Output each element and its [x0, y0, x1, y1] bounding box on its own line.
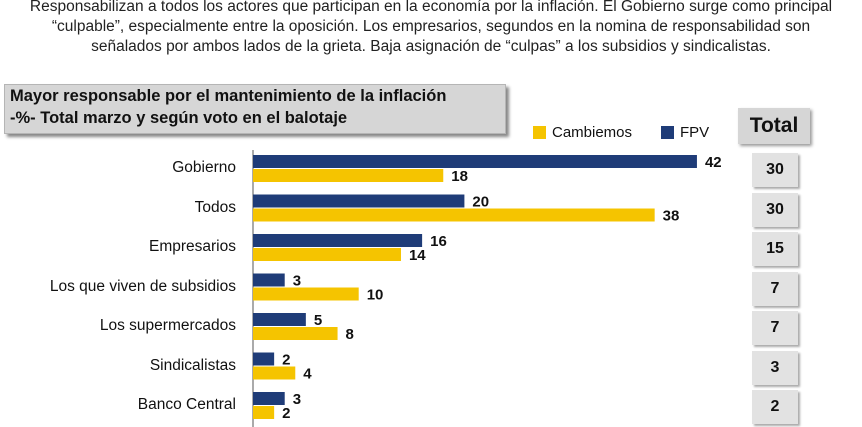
total-value: 3 — [752, 350, 798, 385]
bar-fpv — [253, 194, 465, 208]
data-label-fpv: 5 — [314, 312, 322, 329]
bar-fpv — [253, 392, 285, 405]
total-value: 7 — [752, 311, 798, 345]
total-value: 2 — [752, 390, 798, 424]
category-label: Banco Central — [137, 396, 236, 413]
bar-fpv — [253, 313, 306, 326]
data-label-cambiemos: 38 — [663, 208, 680, 225]
category-label: Los supermercados — [99, 317, 236, 334]
legend-swatch-fpv — [661, 125, 674, 139]
total-value: 7 — [752, 271, 798, 306]
category-label: Los que viven de subsidios — [49, 277, 236, 295]
data-label-cambiemos: 4 — [303, 366, 312, 383]
bar-fpv — [253, 234, 423, 247]
data-label-cambiemos: 8 — [346, 326, 354, 343]
data-label-fpv: 16 — [430, 233, 447, 250]
legend-swatch-cambiemos — [533, 125, 546, 139]
legend-label-cambiemos: Cambiemos — [552, 123, 633, 141]
legend-item-fpv: FPV — [661, 122, 709, 142]
data-label-cambiemos: 2 — [282, 405, 290, 422]
data-label-cambiemos: 18 — [451, 168, 468, 185]
chart-title-panel: Mayor responsable por el mantenimiento d… — [4, 84, 506, 134]
bar-cambiemos — [253, 208, 655, 222]
chart-subtitle: -%- Total marzo y según voto en el balot… — [10, 109, 348, 127]
total-value: 15 — [752, 232, 798, 266]
data-label-fpv: 2 — [282, 352, 290, 369]
category-label: Sindicalistas — [149, 356, 236, 374]
data-label-cambiemos: 10 — [367, 287, 384, 304]
bar-fpv — [253, 155, 697, 168]
data-label-fpv: 3 — [293, 273, 301, 290]
intro-text: Responsabilizan a todos los actores que … — [29, 0, 833, 55]
bar-cambiemos — [253, 327, 338, 340]
bar-fpv — [253, 273, 285, 287]
bar-cambiemos — [253, 366, 296, 380]
bar-fpv — [253, 352, 275, 366]
bar-cambiemos — [253, 169, 444, 182]
category-label: Todos — [194, 198, 236, 216]
data-label-fpv: 20 — [472, 194, 489, 211]
chart-title: Mayor responsable por el mantenimiento d… — [10, 87, 447, 105]
category-label: Empresarios — [149, 238, 236, 255]
bar-cambiemos — [253, 406, 275, 419]
data-label-fpv: 42 — [705, 154, 722, 171]
legend-item-cambiemos: Cambiemos — [533, 122, 632, 142]
category-label: Gobierno — [172, 159, 236, 176]
total-value: 30 — [752, 153, 798, 187]
legend-label-fpv: FPV — [680, 123, 710, 141]
data-label-cambiemos: 14 — [409, 247, 426, 264]
bar-cambiemos — [253, 287, 359, 301]
total-header: Total — [738, 108, 810, 144]
data-label-fpv: 3 — [293, 391, 301, 408]
total-value: 30 — [752, 192, 798, 227]
bar-cambiemos — [253, 248, 401, 261]
